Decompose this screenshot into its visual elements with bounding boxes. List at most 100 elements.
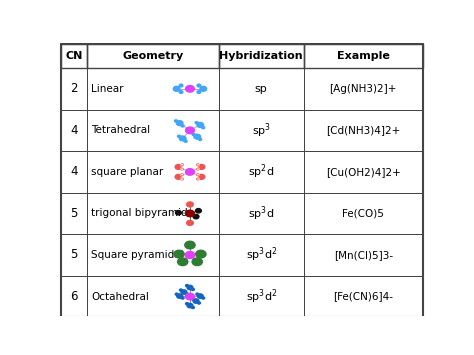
Circle shape	[185, 169, 194, 175]
Text: square planar: square planar	[91, 167, 164, 177]
Circle shape	[185, 127, 194, 133]
Bar	[219, 110, 303, 151]
Text: 5: 5	[70, 207, 78, 220]
Circle shape	[196, 250, 206, 258]
Circle shape	[181, 297, 184, 299]
Text: 6: 6	[70, 290, 78, 303]
Circle shape	[192, 133, 195, 136]
Bar	[219, 193, 303, 234]
Circle shape	[185, 251, 195, 258]
Circle shape	[194, 134, 201, 139]
Text: Linear: Linear	[91, 84, 124, 94]
Text: 2: 2	[70, 82, 78, 95]
Circle shape	[185, 284, 189, 287]
Text: trigonal bipyramid: trigonal bipyramid	[91, 208, 188, 218]
Text: sp$^3$: sp$^3$	[252, 121, 271, 140]
Text: 4: 4	[70, 124, 78, 137]
Text: sp$^3$d$^2$: sp$^3$d$^2$	[246, 287, 277, 306]
Bar	[87, 110, 219, 151]
Circle shape	[193, 214, 199, 219]
Circle shape	[198, 174, 205, 179]
Text: Tetrahedral: Tetrahedral	[91, 125, 150, 135]
Circle shape	[196, 178, 199, 180]
Text: [Cd(NH3)4]2+: [Cd(NH3)4]2+	[326, 125, 401, 135]
Bar	[87, 151, 219, 193]
Bar	[87, 44, 219, 68]
Bar	[61, 234, 87, 276]
Circle shape	[185, 293, 194, 300]
Circle shape	[196, 174, 199, 176]
Bar	[61, 110, 87, 151]
Text: [Mn(Cl)5]3-: [Mn(Cl)5]3-	[334, 250, 393, 260]
Text: CN: CN	[65, 51, 82, 61]
Circle shape	[177, 294, 182, 298]
Circle shape	[181, 125, 184, 127]
Circle shape	[175, 293, 178, 295]
Bar	[303, 276, 423, 317]
Circle shape	[192, 258, 202, 266]
Circle shape	[191, 288, 194, 290]
Text: Fe(CO)5: Fe(CO)5	[342, 208, 384, 218]
Circle shape	[197, 84, 201, 87]
Circle shape	[187, 202, 193, 207]
Bar	[61, 68, 87, 110]
Circle shape	[202, 297, 205, 299]
Circle shape	[174, 250, 184, 258]
Circle shape	[185, 293, 188, 295]
Circle shape	[197, 294, 203, 298]
Circle shape	[196, 168, 199, 170]
Text: Geometry: Geometry	[122, 51, 183, 61]
Circle shape	[181, 174, 183, 176]
Bar	[303, 44, 423, 68]
Text: Example: Example	[337, 51, 390, 61]
Circle shape	[173, 86, 180, 91]
Circle shape	[184, 140, 187, 142]
Circle shape	[181, 178, 183, 180]
Circle shape	[195, 122, 198, 124]
Bar	[87, 193, 219, 234]
Text: sp$^3$d$^2$: sp$^3$d$^2$	[246, 246, 277, 264]
Text: 5: 5	[70, 248, 78, 262]
Text: [Ag(NH3)2]+: [Ag(NH3)2]+	[329, 84, 397, 94]
Bar	[61, 44, 87, 68]
Circle shape	[175, 174, 182, 179]
Circle shape	[180, 289, 182, 291]
Circle shape	[174, 120, 177, 122]
Circle shape	[198, 164, 205, 169]
Circle shape	[185, 86, 194, 92]
Circle shape	[200, 86, 207, 91]
Text: [Fe(CN)6]4-: [Fe(CN)6]4-	[333, 291, 393, 301]
Circle shape	[187, 285, 193, 290]
Text: Hybridization: Hybridization	[219, 51, 303, 61]
Circle shape	[185, 210, 194, 217]
Circle shape	[176, 121, 183, 126]
Circle shape	[187, 220, 193, 225]
Circle shape	[202, 127, 205, 129]
Bar	[303, 193, 423, 234]
Circle shape	[196, 164, 199, 166]
Text: sp: sp	[255, 84, 268, 94]
Text: 4: 4	[70, 165, 78, 179]
Circle shape	[181, 164, 183, 166]
Bar	[219, 151, 303, 193]
Text: Octahedral: Octahedral	[91, 291, 149, 301]
Text: Square pyramidal: Square pyramidal	[91, 250, 184, 260]
Circle shape	[193, 299, 199, 303]
Text: sp$^3$d: sp$^3$d	[248, 204, 274, 223]
Bar	[219, 234, 303, 276]
Circle shape	[181, 290, 187, 294]
Circle shape	[178, 135, 181, 137]
Circle shape	[199, 138, 201, 141]
Circle shape	[185, 302, 189, 305]
Bar	[303, 151, 423, 193]
Bar	[61, 276, 87, 317]
Bar	[61, 193, 87, 234]
Circle shape	[187, 304, 193, 308]
Circle shape	[197, 91, 201, 93]
Text: sp$^2$d: sp$^2$d	[248, 163, 274, 181]
Circle shape	[178, 258, 188, 266]
Bar	[303, 110, 423, 151]
Bar	[303, 68, 423, 110]
Bar	[87, 68, 219, 110]
Circle shape	[198, 302, 201, 304]
